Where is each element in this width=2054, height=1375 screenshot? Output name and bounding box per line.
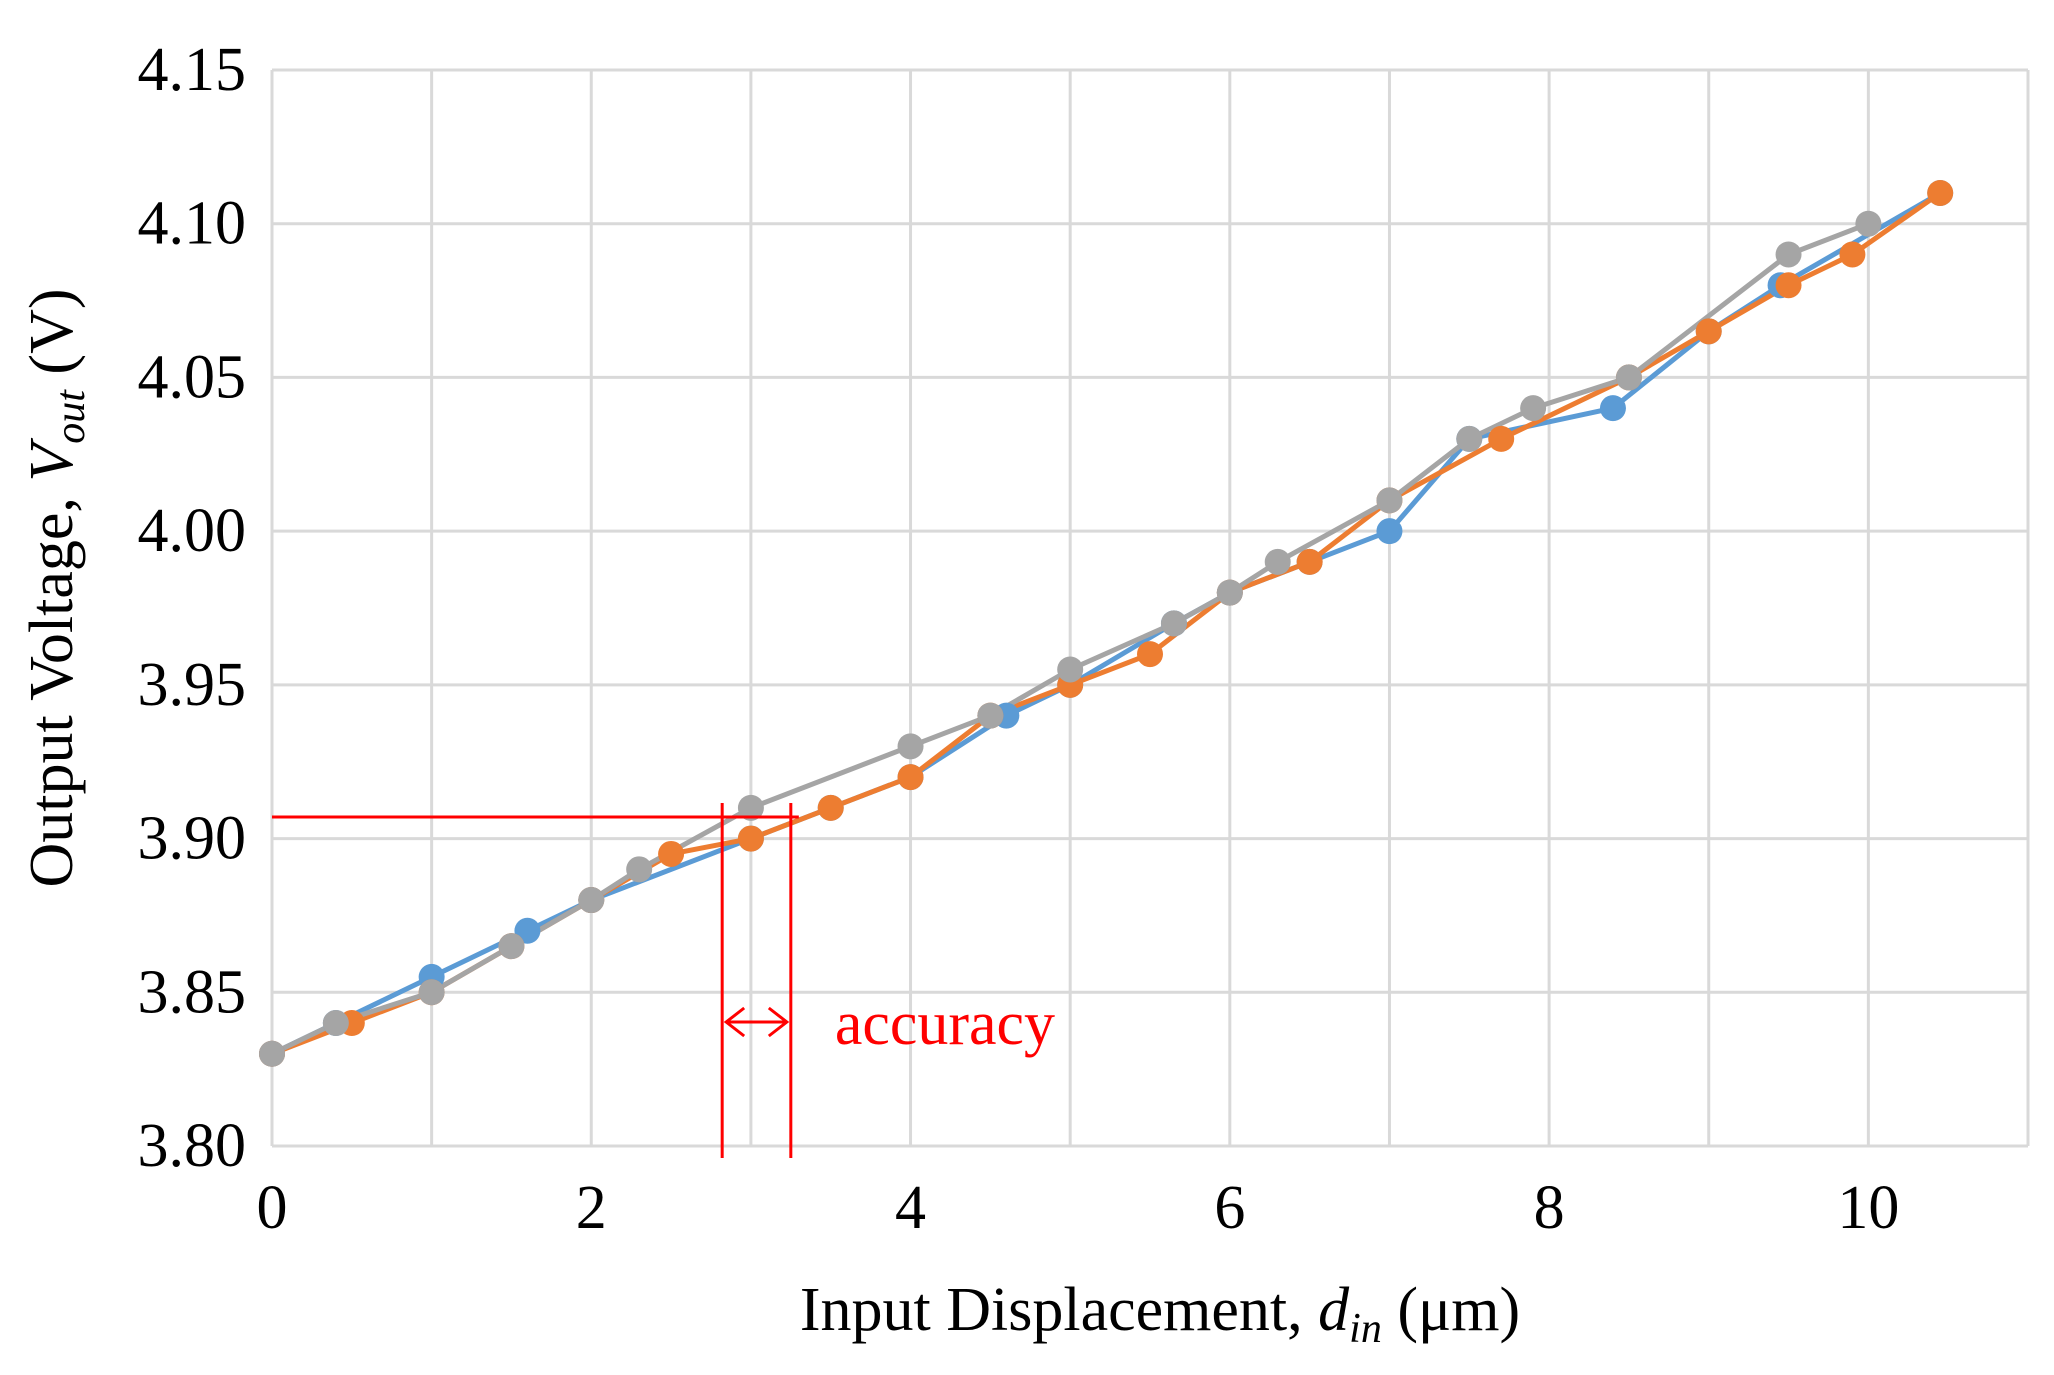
series-2-point	[1775, 272, 1802, 299]
series-2-point	[1927, 179, 1954, 206]
series-3-point	[1216, 579, 1243, 606]
series-3-point	[1264, 548, 1291, 575]
x-axis-title-symbol: d	[1318, 1276, 1350, 1344]
x-tick-label: 10	[1837, 1174, 1899, 1242]
series-3-point	[1855, 210, 1882, 237]
y-tick-label: 3.80	[138, 1112, 247, 1180]
series-2-point	[1488, 425, 1515, 452]
accuracy-label: accuracy	[835, 990, 1055, 1058]
series-3-point	[1456, 425, 1483, 452]
y-tick-label: 4.15	[138, 36, 247, 104]
series-2-point	[658, 840, 685, 867]
y-tick-label: 3.90	[138, 805, 247, 873]
series-2-point	[817, 794, 844, 821]
series-layer	[259, 179, 1954, 1067]
series-1-point	[1376, 518, 1403, 545]
x-tick-label: 0	[257, 1174, 288, 1242]
x-axis-title-suffix: (μm)	[1382, 1276, 1520, 1344]
accuracy-arrow-right-head	[767, 1006, 790, 1038]
series-3-point	[897, 733, 924, 760]
x-tick-label: 6	[1214, 1174, 1245, 1242]
y-axis-title-subscript: out	[48, 389, 94, 444]
series-3-point	[498, 933, 525, 960]
series-2-point	[1839, 241, 1866, 268]
y-tick-label: 4.00	[138, 497, 247, 565]
y-tick-label: 3.85	[138, 958, 247, 1026]
series-3-point	[1615, 364, 1642, 391]
series-3-point	[578, 887, 605, 914]
series-3-point	[626, 856, 653, 883]
series-3-point	[259, 1040, 285, 1067]
series-3-point	[1520, 395, 1547, 422]
label-layer: 0 2 4 6 8 10 3.80 3.85 3.90 3.95 4.00 4.05 4.10 4.15 I…	[18, 36, 1899, 1352]
series-2-point	[1695, 318, 1722, 345]
series-3-point	[737, 794, 764, 821]
x-tick-label: 8	[1534, 1174, 1565, 1242]
x-tick-label: 2	[576, 1174, 607, 1242]
y-axis-title: Output Voltage, Vout (V)	[18, 288, 94, 887]
axis-layer	[270, 70, 2028, 1148]
y-tick-label: 3.95	[138, 651, 247, 719]
y-axis-title-suffix: (V)	[18, 288, 86, 390]
series-2-point	[1296, 548, 1323, 575]
series-3-point	[1376, 487, 1403, 514]
y-axis-title-prefix: Output Voltage,	[18, 482, 86, 888]
series-3-point	[1160, 610, 1187, 637]
series-3-point	[1775, 241, 1802, 268]
series-2-point	[897, 764, 924, 791]
y-tick-label: 4.05	[138, 343, 247, 411]
grid-layer	[270, 68, 2030, 1148]
y-axis-title-symbol: V	[18, 438, 86, 482]
series-3-point	[1057, 656, 1084, 683]
series-3-point	[322, 1010, 349, 1037]
series-2-point	[1137, 641, 1163, 668]
x-axis-title: Input Displacement, din (μm)	[800, 1276, 1520, 1352]
x-tick-label: 4	[895, 1174, 926, 1242]
y-tick-label: 4.10	[138, 190, 247, 258]
series-3-point	[418, 979, 445, 1006]
accuracy-arrow-left-head	[723, 1006, 746, 1038]
x-axis-title-subscript: in	[1349, 1306, 1382, 1352]
series-1-point	[1599, 395, 1626, 422]
annotation-layer: accuracy	[272, 803, 1055, 1158]
x-axis-title-prefix: Input Displacement,	[800, 1276, 1318, 1344]
series-2-point	[737, 825, 764, 852]
series-3-point	[977, 702, 1004, 729]
